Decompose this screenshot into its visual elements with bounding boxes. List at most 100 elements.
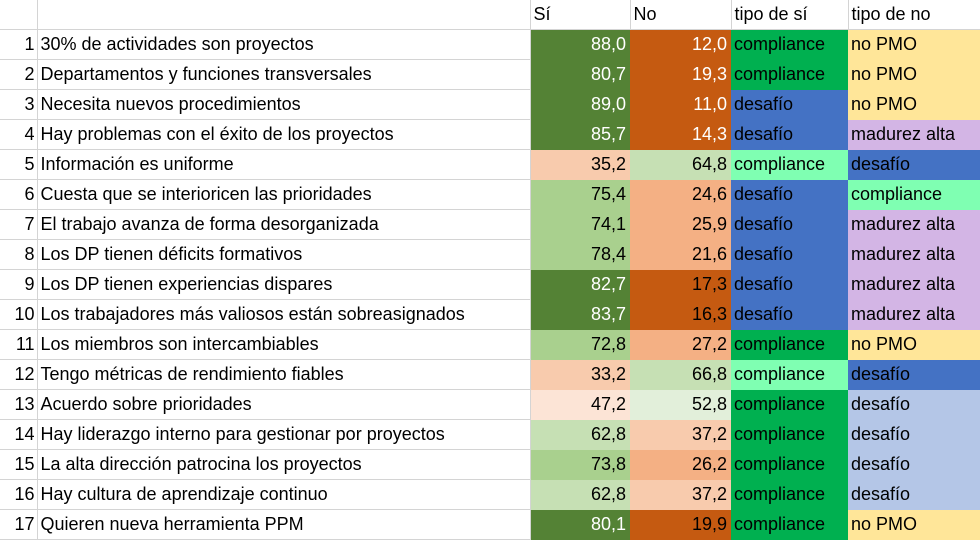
tipo-si-cell[interactable]: compliance — [731, 509, 848, 540]
row-number-cell[interactable]: 2 — [0, 59, 38, 90]
row-number-cell[interactable]: 5 — [0, 149, 38, 180]
row-number-cell[interactable]: 10 — [0, 299, 38, 330]
tipo-no-cell[interactable]: desafío — [848, 479, 980, 510]
row-number-cell[interactable]: 14 — [0, 419, 38, 450]
row-number-cell[interactable]: 12 — [0, 359, 38, 390]
row-number-cell[interactable]: 8 — [0, 239, 38, 270]
tipo-si-cell[interactable]: compliance — [731, 149, 848, 180]
statement-cell[interactable]: 30% de actividades son proyectos — [37, 29, 531, 60]
si-value-cell[interactable]: 62,8 — [530, 419, 630, 450]
si-value-cell[interactable]: 78,4 — [530, 239, 630, 270]
tipo-no-cell[interactable]: no PMO — [848, 329, 980, 360]
no-value-cell[interactable]: 37,2 — [630, 419, 731, 450]
tipo-no-cell[interactable]: no PMO — [848, 509, 980, 540]
tipo-no-cell[interactable]: no PMO — [848, 59, 980, 90]
si-value-cell[interactable]: 62,8 — [530, 479, 630, 510]
statement-cell[interactable]: El trabajo avanza de forma desorganizada — [37, 209, 531, 240]
si-value-cell[interactable]: 47,2 — [530, 389, 630, 420]
no-value-cell[interactable]: 52,8 — [630, 389, 731, 420]
si-value-cell[interactable]: 35,2 — [530, 149, 630, 180]
si-value-cell[interactable]: 83,7 — [530, 299, 630, 330]
no-value-cell[interactable]: 21,6 — [630, 239, 731, 270]
no-value-cell[interactable]: 19,9 — [630, 509, 731, 540]
statement-cell[interactable]: Hay liderazgo interno para gestionar por… — [37, 419, 531, 450]
no-value-cell[interactable]: 17,3 — [630, 269, 731, 300]
no-value-cell[interactable]: 27,2 — [630, 329, 731, 360]
tipo-no-cell[interactable]: madurez alta — [848, 119, 980, 150]
tipo-si-cell[interactable]: desafío — [731, 209, 848, 240]
row-number-cell[interactable]: 6 — [0, 179, 38, 210]
si-value-cell[interactable]: 88,0 — [530, 29, 630, 60]
statement-cell[interactable]: Necesita nuevos procedimientos — [37, 89, 531, 120]
tipo-no-cell[interactable]: desafío — [848, 359, 980, 390]
tipo-no-cell[interactable]: madurez alta — [848, 269, 980, 300]
tipo-no-cell[interactable]: madurez alta — [848, 209, 980, 240]
no-value-cell[interactable]: 66,8 — [630, 359, 731, 390]
tipo-no-cell[interactable]: madurez alta — [848, 299, 980, 330]
no-value-cell[interactable]: 24,6 — [630, 179, 731, 210]
tipo-si-cell[interactable]: desafío — [731, 269, 848, 300]
si-value-cell[interactable]: 33,2 — [530, 359, 630, 390]
statement-cell[interactable]: Cuesta que se interioricen las prioridad… — [37, 179, 531, 210]
no-value-cell[interactable]: 16,3 — [630, 299, 731, 330]
tipo-si-cell[interactable]: compliance — [731, 389, 848, 420]
tipo-si-cell[interactable]: compliance — [731, 479, 848, 510]
tipo-si-cell[interactable]: compliance — [731, 449, 848, 480]
row-number-cell[interactable]: 1 — [0, 29, 38, 60]
si-value-cell[interactable]: 82,7 — [530, 269, 630, 300]
si-value-cell[interactable]: 73,8 — [530, 449, 630, 480]
si-value-cell[interactable]: 75,4 — [530, 179, 630, 210]
tipo-si-cell[interactable]: desafío — [731, 119, 848, 150]
si-value-cell[interactable]: 89,0 — [530, 89, 630, 120]
tipo-no-cell[interactable]: compliance — [848, 179, 980, 210]
statement-cell[interactable]: Los DP tienen experiencias dispares — [37, 269, 531, 300]
header-cell-no[interactable]: No — [630, 0, 732, 30]
tipo-no-cell[interactable]: madurez alta — [848, 239, 980, 270]
row-number-cell[interactable]: 16 — [0, 479, 38, 510]
si-value-cell[interactable]: 85,7 — [530, 119, 630, 150]
statement-cell[interactable]: Hay cultura de aprendizaje continuo — [37, 479, 531, 510]
tipo-si-cell[interactable]: compliance — [731, 329, 848, 360]
statement-cell[interactable]: La alta dirección patrocina los proyecto… — [37, 449, 531, 480]
row-number-cell[interactable]: 3 — [0, 89, 38, 120]
header-cell-label[interactable] — [37, 0, 531, 30]
row-number-cell[interactable]: 11 — [0, 329, 38, 360]
statement-cell[interactable]: Los trabajadores más valiosos están sobr… — [37, 299, 531, 330]
row-number-cell[interactable]: 15 — [0, 449, 38, 480]
tipo-si-cell[interactable]: compliance — [731, 359, 848, 390]
header-cell-tipo-si[interactable]: tipo de sí — [731, 0, 849, 30]
no-value-cell[interactable]: 37,2 — [630, 479, 731, 510]
tipo-no-cell[interactable]: desafío — [848, 389, 980, 420]
tipo-si-cell[interactable]: desafío — [731, 299, 848, 330]
statement-cell[interactable]: Los miembros son intercambiables — [37, 329, 531, 360]
row-number-cell[interactable]: 7 — [0, 209, 38, 240]
no-value-cell[interactable]: 26,2 — [630, 449, 731, 480]
tipo-si-cell[interactable]: desafío — [731, 179, 848, 210]
no-value-cell[interactable]: 11,0 — [630, 89, 731, 120]
tipo-si-cell[interactable]: desafío — [731, 89, 848, 120]
tipo-no-cell[interactable]: desafío — [848, 449, 980, 480]
si-value-cell[interactable]: 80,7 — [530, 59, 630, 90]
tipo-si-cell[interactable]: compliance — [731, 59, 848, 90]
tipo-si-cell[interactable]: desafío — [731, 239, 848, 270]
tipo-no-cell[interactable]: no PMO — [848, 89, 980, 120]
row-number-cell[interactable]: 17 — [0, 509, 38, 540]
row-number-cell[interactable]: 13 — [0, 389, 38, 420]
statement-cell[interactable]: Departamentos y funciones transversales — [37, 59, 531, 90]
statement-cell[interactable]: Los DP tienen déficits formativos — [37, 239, 531, 270]
si-value-cell[interactable]: 72,8 — [530, 329, 630, 360]
tipo-no-cell[interactable]: desafío — [848, 419, 980, 450]
header-cell-rownum[interactable] — [0, 0, 38, 30]
header-cell-tipo-no[interactable]: tipo de no — [848, 0, 980, 30]
row-number-cell[interactable]: 9 — [0, 269, 38, 300]
no-value-cell[interactable]: 19,3 — [630, 59, 731, 90]
tipo-no-cell[interactable]: no PMO — [848, 29, 980, 60]
no-value-cell[interactable]: 25,9 — [630, 209, 731, 240]
row-number-cell[interactable]: 4 — [0, 119, 38, 150]
si-value-cell[interactable]: 80,1 — [530, 509, 630, 540]
no-value-cell[interactable]: 12,0 — [630, 29, 731, 60]
tipo-si-cell[interactable]: compliance — [731, 29, 848, 60]
statement-cell[interactable]: Hay problemas con el éxito de los proyec… — [37, 119, 531, 150]
no-value-cell[interactable]: 14,3 — [630, 119, 731, 150]
tipo-si-cell[interactable]: compliance — [731, 419, 848, 450]
